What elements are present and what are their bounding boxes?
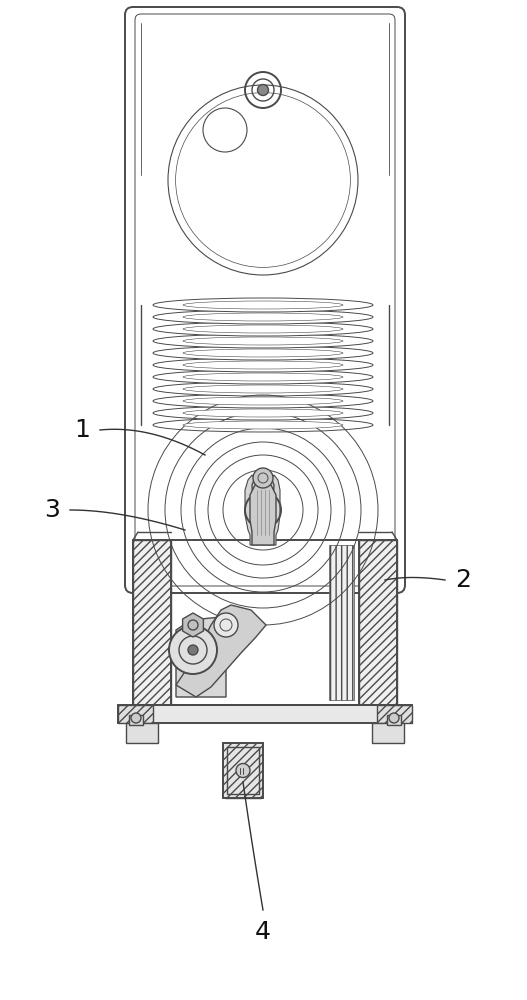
Bar: [227, 747, 259, 794]
Circle shape: [258, 505, 268, 515]
Polygon shape: [252, 470, 274, 538]
Polygon shape: [377, 705, 412, 723]
Polygon shape: [359, 540, 397, 705]
Polygon shape: [250, 482, 276, 545]
Circle shape: [214, 613, 238, 637]
Circle shape: [188, 645, 198, 655]
Polygon shape: [176, 617, 226, 697]
Ellipse shape: [153, 394, 373, 408]
Bar: [129, 715, 143, 725]
Bar: [329, 545, 354, 700]
Ellipse shape: [183, 301, 343, 309]
Ellipse shape: [183, 397, 343, 405]
Polygon shape: [133, 540, 171, 705]
Circle shape: [131, 713, 141, 723]
Ellipse shape: [153, 406, 373, 420]
Ellipse shape: [153, 382, 373, 396]
Bar: [387, 715, 401, 725]
Ellipse shape: [183, 421, 343, 429]
Ellipse shape: [153, 418, 373, 432]
Circle shape: [169, 626, 217, 674]
Circle shape: [258, 85, 268, 96]
Ellipse shape: [183, 409, 343, 417]
Ellipse shape: [153, 322, 373, 336]
Bar: [118, 705, 412, 723]
Text: 3: 3: [44, 498, 60, 522]
Text: 4: 4: [255, 920, 271, 944]
Polygon shape: [176, 605, 266, 697]
Bar: [372, 723, 404, 743]
Circle shape: [236, 764, 250, 778]
Circle shape: [389, 713, 399, 723]
Ellipse shape: [183, 385, 343, 393]
Ellipse shape: [183, 325, 343, 333]
Ellipse shape: [153, 346, 373, 360]
Ellipse shape: [183, 337, 343, 345]
FancyBboxPatch shape: [125, 7, 405, 593]
Ellipse shape: [153, 358, 373, 372]
Polygon shape: [245, 475, 280, 545]
Ellipse shape: [153, 334, 373, 348]
Circle shape: [253, 468, 273, 488]
Polygon shape: [118, 705, 153, 723]
Ellipse shape: [153, 370, 373, 384]
Ellipse shape: [183, 361, 343, 369]
Bar: [126, 723, 158, 743]
Bar: [223, 743, 263, 798]
Ellipse shape: [153, 298, 373, 312]
Polygon shape: [183, 613, 203, 637]
Ellipse shape: [183, 313, 343, 321]
Ellipse shape: [153, 310, 373, 324]
Ellipse shape: [183, 349, 343, 357]
Text: 1: 1: [74, 418, 90, 442]
Ellipse shape: [183, 373, 343, 381]
Text: 2: 2: [455, 568, 471, 592]
